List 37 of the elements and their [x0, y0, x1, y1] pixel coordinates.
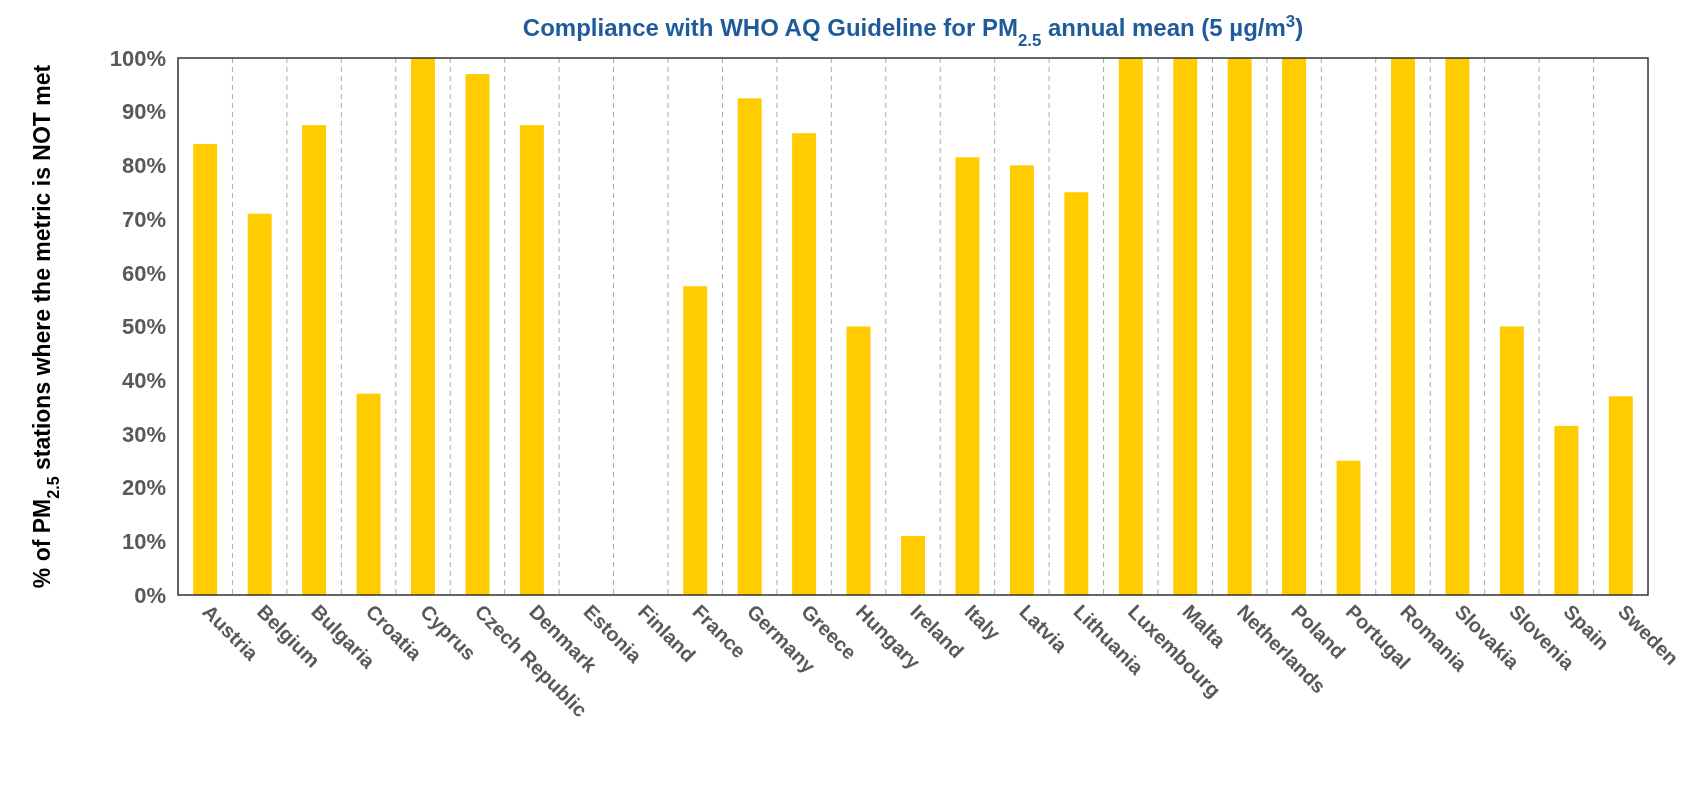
y-tick-label: 90% — [121, 99, 166, 125]
bar — [901, 535, 925, 595]
bar — [1118, 58, 1143, 595]
bar — [1391, 58, 1415, 595]
y-tick-label: 0% — [134, 582, 166, 608]
y-tick-label: 10% — [121, 529, 166, 554]
y-tick-label: 50% — [121, 314, 166, 340]
bar — [683, 286, 708, 595]
y-tick-label: 70% — [121, 206, 166, 232]
bar — [193, 143, 218, 595]
bar — [846, 326, 871, 595]
bar — [247, 213, 272, 595]
bar — [792, 133, 817, 595]
y-tick-label: 100% — [109, 45, 166, 71]
y-tick-label: 20% — [121, 475, 166, 501]
bar — [465, 74, 490, 595]
bar — [356, 393, 381, 595]
y-tick-label: 60% — [121, 260, 166, 286]
bar — [519, 125, 544, 595]
bar — [1608, 396, 1633, 595]
bar — [1336, 460, 1361, 595]
y-tick-label: 40% — [121, 367, 166, 393]
bar — [955, 157, 980, 595]
bar — [1227, 58, 1252, 595]
y-tick-label: 30% — [121, 421, 166, 447]
bar — [1554, 425, 1579, 595]
bar — [411, 58, 435, 595]
bar — [1064, 192, 1089, 595]
y-tick-label: 80% — [121, 153, 166, 179]
bar — [302, 125, 327, 595]
bar — [737, 98, 762, 595]
bar — [1282, 58, 1307, 595]
bar — [1445, 58, 1470, 595]
bar — [1173, 58, 1198, 595]
bar — [1009, 165, 1034, 595]
chart-title: Compliance with WHO AQ Guideline for PM$_{2.5}$ annual mean (5 µg/m$^{3}$) — [522, 11, 1304, 50]
bar — [1499, 326, 1524, 595]
